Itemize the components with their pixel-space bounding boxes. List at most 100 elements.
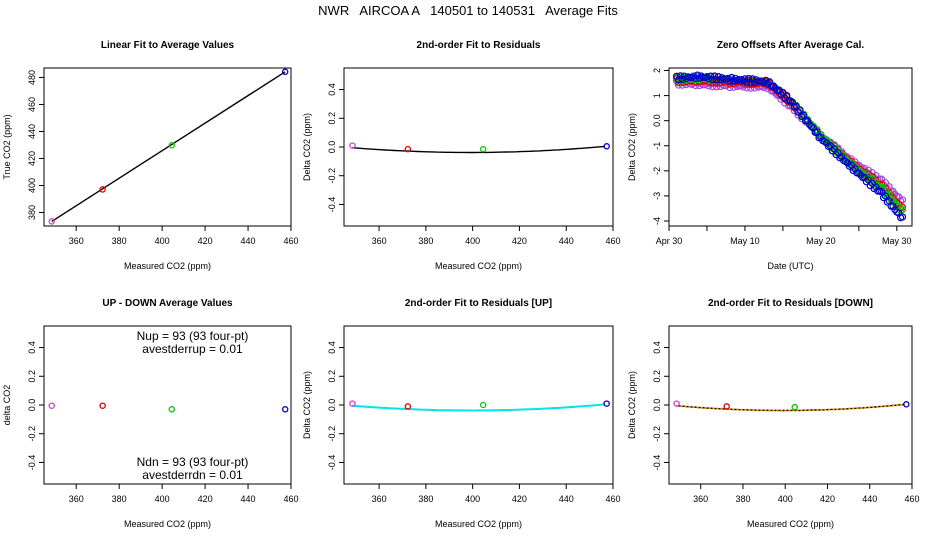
y-tick-label: 380 [27, 205, 37, 220]
offset-point [674, 76, 683, 84]
chart-up-down: UP - DOWN Average Values Measured CO2 (pp… [2, 298, 299, 529]
x-tick-label: 420 [512, 494, 527, 504]
fit-line [51, 71, 286, 222]
y-tick-label: 420 [27, 151, 37, 166]
offset-point [872, 183, 880, 191]
annotation-nup: Nup = 93 (93 four-pt) [137, 329, 249, 343]
chart-linear-fit: Linear Fit to Average Values Measured CO2… [2, 40, 299, 271]
y-tick-label: 0.4 [27, 341, 37, 354]
chart-title: Linear Fit to Average Values [101, 40, 235, 51]
data-point-red [99, 186, 106, 193]
offset-point [726, 77, 734, 85]
y-tick-label: 0.2 [327, 370, 337, 383]
offset-point [710, 72, 719, 80]
fit-curve-cyan [352, 403, 606, 412]
x-tick-label: 400 [155, 236, 170, 246]
page-title: NWR AIRCOA A 140501 to 140531 Average Fi… [318, 3, 618, 18]
x-tick-label: 420 [512, 236, 527, 246]
offset-point [766, 78, 774, 86]
chart-title: 2nd-order Fit to Residuals [417, 40, 541, 51]
plot-marks [672, 71, 907, 222]
y-tick-label: -0.2 [27, 426, 37, 442]
x-tick-label: 400 [465, 494, 480, 504]
data-point-green [791, 403, 798, 411]
y-tick-label: 0.4 [652, 341, 662, 354]
x-tick-label: 360 [69, 236, 84, 246]
panels: Linear Fit to Average Values Measured CO2… [2, 40, 920, 529]
x-tick-label: 420 [198, 494, 213, 504]
data-point-purple [48, 402, 55, 409]
offset-point [817, 133, 825, 141]
y-tick-label: 0.4 [327, 83, 337, 96]
offset-point [821, 138, 829, 146]
x-tick-label: 460 [605, 494, 620, 504]
offset-point [838, 153, 846, 161]
fit-curve-black [352, 145, 606, 154]
offset-point [898, 206, 907, 214]
x-tick-label: 360 [69, 494, 84, 504]
offset-point [739, 77, 747, 85]
x-tick-label: 380 [418, 494, 433, 504]
x-tick-label: May 30 [882, 236, 912, 246]
plot-frame [343, 325, 614, 485]
x-tick-label: 440 [862, 494, 877, 504]
x-tick-label: 460 [283, 494, 298, 504]
y-tick-label: 0.0 [327, 141, 337, 154]
y-tick-label: 440 [27, 124, 37, 139]
y-axis-label: True CO2 (ppm) [2, 114, 12, 179]
data-point-blue [281, 406, 289, 413]
y-tick-label: 0.0 [652, 114, 662, 127]
y-axis-label: delta CO2 [2, 385, 12, 426]
offset-point [895, 209, 903, 217]
x-axis-label: Measured CO2 (ppm) [124, 261, 211, 271]
offset-point [803, 117, 812, 125]
x-tick-label: 380 [418, 236, 433, 246]
y-axis-label: Delta CO2 (ppm) [302, 113, 312, 181]
x-tick-label: Apr 30 [656, 236, 683, 246]
y-tick-label: -4 [652, 217, 662, 225]
offset-point [747, 79, 755, 87]
y-tick-label: 0.0 [27, 399, 37, 412]
x-tick-label: 440 [559, 494, 574, 504]
offset-point [672, 72, 681, 80]
offset-point [748, 75, 757, 83]
y-tick-label: -1 [652, 142, 662, 150]
annotation-avestderrdn: avestderrdn = 0.01 [142, 468, 243, 482]
y-tick-label: 1 [652, 93, 662, 98]
offset-point [676, 72, 684, 80]
y-tick-label: 0.2 [652, 370, 662, 383]
x-tick-label: 380 [112, 236, 127, 246]
x-tick-label: 440 [241, 494, 256, 504]
x-tick-label: 400 [778, 494, 793, 504]
offset-point [898, 213, 907, 221]
data-point-blue [603, 400, 610, 407]
fit-curve-black [676, 403, 905, 412]
offset-point [851, 165, 859, 173]
x-tick-label: May 10 [730, 236, 760, 246]
chart-residuals: 2nd-order Fit to Residuals Measured CO2 (… [302, 40, 621, 271]
x-tick-label: 360 [693, 494, 708, 504]
y-tick-label: 0.4 [327, 341, 337, 354]
offset-point [712, 76, 721, 84]
y-tick-label: -0.2 [652, 426, 662, 442]
y-tick-label: -0.4 [327, 455, 337, 471]
y-tick-label: -0.2 [327, 168, 337, 184]
offset-point [688, 74, 696, 82]
data-point-red [99, 402, 106, 409]
data-point-purple [48, 218, 55, 225]
data-point-green [479, 145, 487, 153]
data-point-blue [603, 143, 610, 150]
x-tick-label: 460 [904, 494, 919, 504]
y-axis-label: Delta CO2 (ppm) [302, 371, 312, 439]
offset-point [898, 196, 907, 204]
offset-point [737, 76, 745, 84]
x-tick-label: 420 [820, 494, 835, 504]
data-point-blue [903, 401, 910, 408]
y-axis-label: Delta CO2 (ppm) [627, 371, 637, 439]
data-point-purple [349, 400, 356, 407]
x-tick-label: 440 [559, 236, 574, 246]
y-tick-label: 400 [27, 178, 37, 193]
x-tick-label: 360 [372, 494, 387, 504]
data-point-red [404, 145, 412, 153]
offset-point [879, 194, 888, 202]
